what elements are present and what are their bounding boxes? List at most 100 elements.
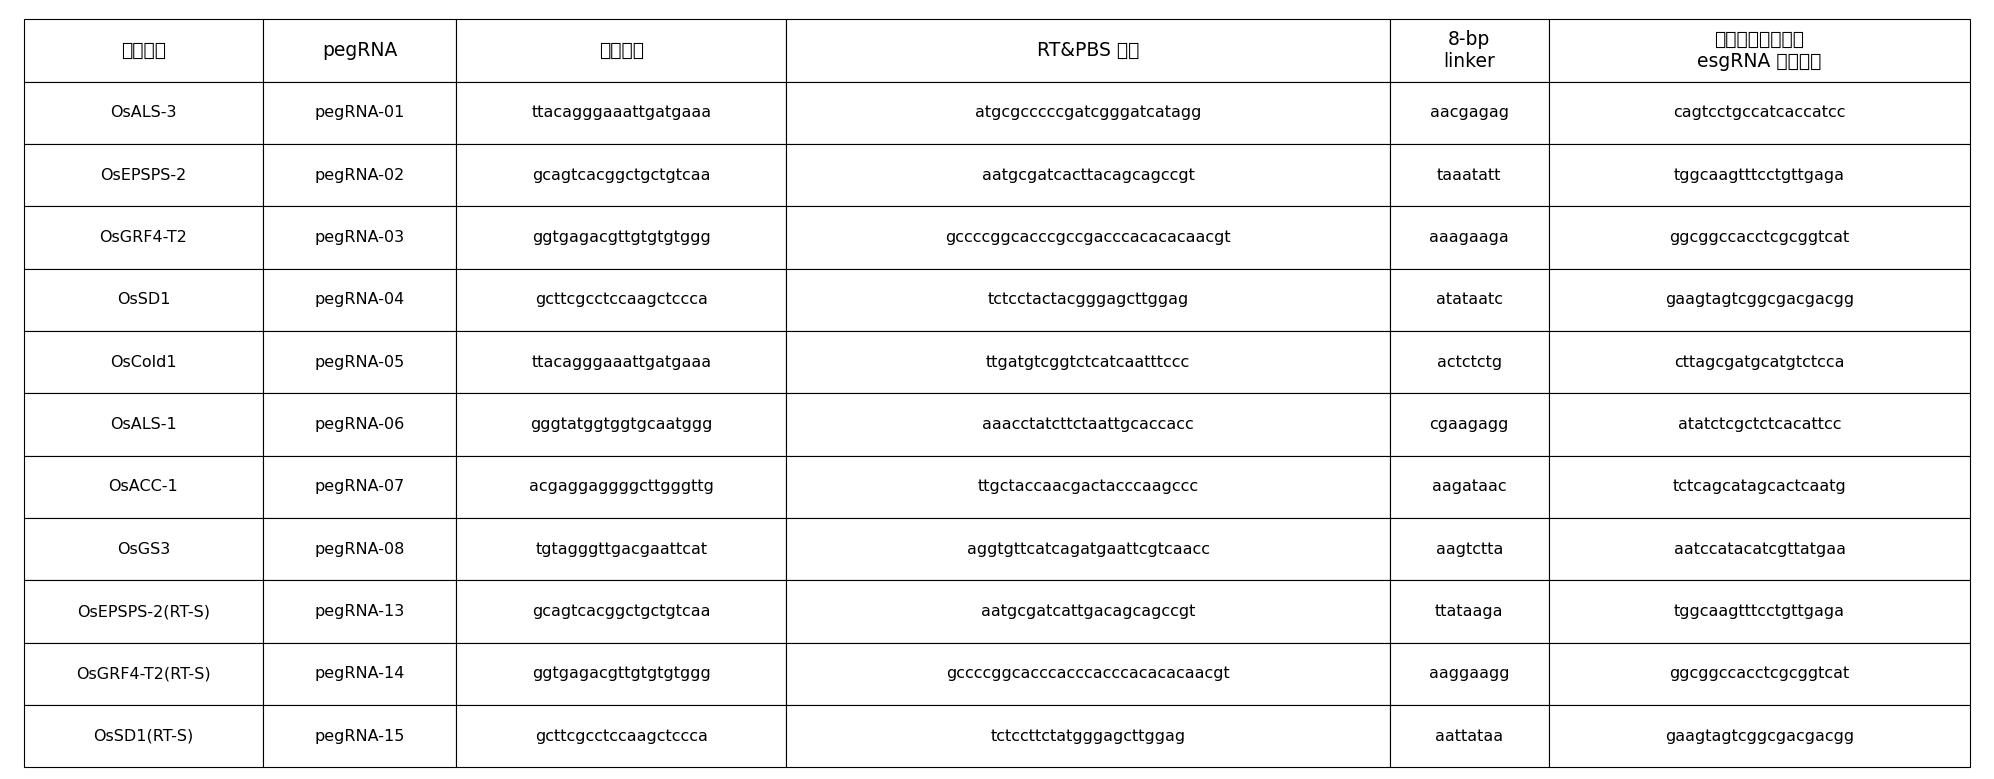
Text: gcagtcacggctgctgtcaa: gcagtcacggctgctgtcaa — [532, 604, 710, 619]
Text: pegRNA-13: pegRNA-13 — [315, 604, 405, 619]
Text: aggtgttcatcagatgaattcgtcaacc: aggtgttcatcagatgaattcgtcaacc — [967, 541, 1210, 557]
Bar — [1390, 643, 1549, 705]
Text: ttacagggaaattgatgaaa: ttacagggaaattgatgaaa — [530, 354, 712, 370]
Bar — [457, 19, 786, 82]
Text: aaacctatcttctaattgcaccacc: aaacctatcttctaattgcaccacc — [983, 417, 1194, 432]
Text: ttacagggaaattgatgaaa: ttacagggaaattgatgaaa — [530, 105, 712, 121]
Bar — [1390, 269, 1549, 331]
Text: ggtgagacgttgtgtgtggg: ggtgagacgttgtgtgtggg — [532, 666, 710, 682]
Bar — [1549, 331, 1970, 393]
Bar — [24, 269, 263, 331]
Bar — [263, 643, 457, 705]
Bar — [457, 456, 786, 518]
Text: aaggaagg: aaggaagg — [1430, 666, 1509, 682]
Bar — [457, 393, 786, 456]
Text: 靶点名称: 靶点名称 — [122, 41, 166, 60]
Text: pegRNA-08: pegRNA-08 — [315, 541, 405, 557]
Text: OsSD1: OsSD1 — [118, 292, 169, 308]
Bar — [786, 393, 1390, 456]
Bar — [24, 331, 263, 393]
Text: tggcaagtttcctgttgaga: tggcaagtttcctgttgaga — [1675, 604, 1844, 619]
Bar — [24, 82, 263, 144]
Text: cagtcctgccatcaccatcc: cagtcctgccatcaccatcc — [1673, 105, 1846, 121]
Text: OsEPSPS-2(RT-S): OsEPSPS-2(RT-S) — [78, 604, 209, 619]
Text: OsALS-3: OsALS-3 — [110, 105, 177, 121]
Bar — [457, 518, 786, 580]
Text: tgtagggttgacgaattcat: tgtagggttgacgaattcat — [534, 541, 708, 557]
Bar — [786, 580, 1390, 643]
Bar — [1390, 705, 1549, 767]
Text: gaagtagtcggcgacgacgg: gaagtagtcggcgacgacgg — [1665, 292, 1854, 308]
Bar — [1549, 19, 1970, 82]
Bar — [263, 518, 457, 580]
Text: pegRNA-14: pegRNA-14 — [315, 666, 405, 682]
Text: aatgcgatcattgacagcagccgt: aatgcgatcattgacagcagccgt — [981, 604, 1194, 619]
Bar — [786, 705, 1390, 767]
Bar — [1390, 19, 1549, 82]
Text: ggcggccacctcgcggtcat: ggcggccacctcgcggtcat — [1669, 666, 1850, 682]
Bar — [457, 144, 786, 206]
Text: pegRNA: pegRNA — [321, 41, 397, 60]
Text: gcagtcacggctgctgtcaa: gcagtcacggctgctgtcaa — [532, 167, 710, 183]
Text: tggcaagtttcctgttgaga: tggcaagtttcctgttgaga — [1675, 167, 1844, 183]
Bar — [1549, 144, 1970, 206]
Text: pegRNA-01: pegRNA-01 — [315, 105, 405, 121]
Text: tctccttctatgggagcttggag: tctccttctatgggagcttggag — [991, 728, 1186, 744]
Text: tctcagcatagcactcaatg: tctcagcatagcactcaatg — [1673, 479, 1846, 495]
Bar — [1549, 269, 1970, 331]
Bar — [1390, 144, 1549, 206]
Bar — [786, 643, 1390, 705]
Bar — [24, 144, 263, 206]
Bar — [786, 456, 1390, 518]
Text: OsGS3: OsGS3 — [118, 541, 169, 557]
Text: pegRNA-05: pegRNA-05 — [315, 354, 405, 370]
Bar — [1549, 705, 1970, 767]
Bar — [24, 393, 263, 456]
Bar — [1390, 331, 1549, 393]
Text: ttgctaccaacgactacccaagccc: ttgctaccaacgactacccaagccc — [977, 479, 1198, 495]
Text: pegRNA-03: pegRNA-03 — [315, 230, 405, 245]
Text: RT&PBS 序列: RT&PBS 序列 — [1037, 41, 1139, 60]
Bar — [24, 518, 263, 580]
Bar — [786, 82, 1390, 144]
Bar — [263, 19, 457, 82]
Bar — [786, 144, 1390, 206]
Text: OsCold1: OsCold1 — [110, 354, 177, 370]
Text: aagtctta: aagtctta — [1436, 541, 1503, 557]
Text: gggtatggtggtgcaatggg: gggtatggtggtgcaatggg — [530, 417, 712, 432]
Text: acgaggaggggcttgggttg: acgaggaggggcttgggttg — [528, 479, 714, 495]
Text: cttagcgatgcatgtctcca: cttagcgatgcatgtctcca — [1675, 354, 1844, 370]
Text: atatctcgctctcacattcc: atatctcgctctcacattcc — [1677, 417, 1840, 432]
Bar — [1390, 456, 1549, 518]
Bar — [263, 144, 457, 206]
Bar — [263, 705, 457, 767]
Bar — [786, 331, 1390, 393]
Text: OsACC-1: OsACC-1 — [108, 479, 177, 495]
Text: gcttcgcctccaagctccca: gcttcgcctccaagctccca — [534, 728, 708, 744]
Text: aattataa: aattataa — [1436, 728, 1503, 744]
Bar — [457, 206, 786, 269]
Text: ggtgagacgttgtgtgtggg: ggtgagacgttgtgtgtggg — [532, 230, 710, 245]
Text: pegRNA-06: pegRNA-06 — [315, 417, 405, 432]
Bar — [1549, 456, 1970, 518]
Bar — [786, 518, 1390, 580]
Bar — [1390, 393, 1549, 456]
Bar — [263, 269, 457, 331]
Text: OsGRF4-T2(RT-S): OsGRF4-T2(RT-S) — [76, 666, 211, 682]
Bar — [263, 393, 457, 456]
Bar — [263, 580, 457, 643]
Text: aaagaaga: aaagaaga — [1430, 230, 1509, 245]
Text: cgaagagg: cgaagagg — [1430, 417, 1509, 432]
Text: actctctg: actctctg — [1438, 354, 1501, 370]
Text: atataatc: atataatc — [1436, 292, 1503, 308]
Bar — [1549, 643, 1970, 705]
Text: pegRNA-04: pegRNA-04 — [315, 292, 405, 308]
Bar — [1390, 82, 1549, 144]
Bar — [263, 206, 457, 269]
Text: OsSD1(RT-S): OsSD1(RT-S) — [94, 728, 193, 744]
Text: 靶点序列: 靶点序列 — [598, 41, 644, 60]
Bar — [457, 580, 786, 643]
Text: gcttcgcctccaagctccca: gcttcgcctccaagctccca — [534, 292, 708, 308]
Bar — [24, 206, 263, 269]
Bar — [1390, 518, 1549, 580]
